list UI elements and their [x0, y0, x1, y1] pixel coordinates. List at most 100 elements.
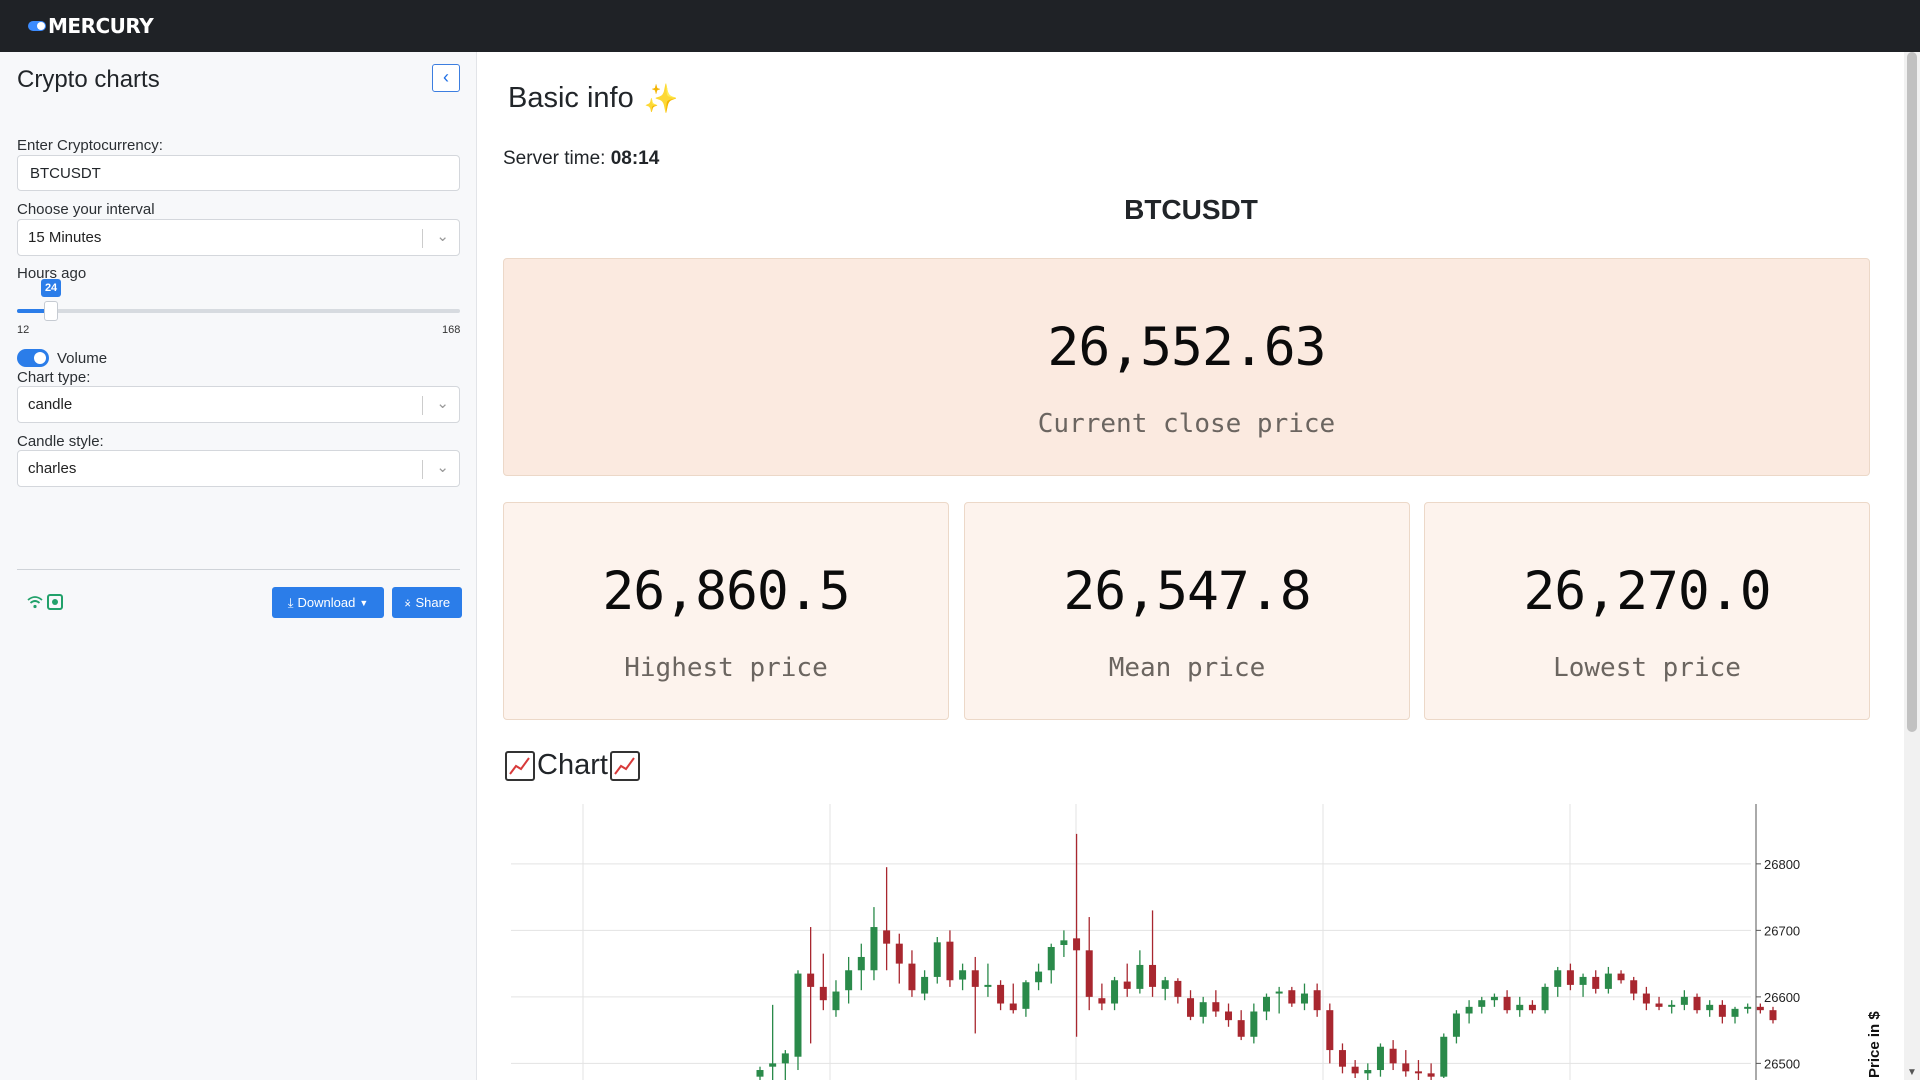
select-divider [422, 396, 423, 415]
interval-select-value: 15 Minutes [28, 229, 102, 246]
candle-body [857, 956, 865, 971]
candle-body [1263, 996, 1270, 1012]
candle-body [1047, 946, 1055, 971]
interval-select[interactable]: 15 Minutes ⌄ [17, 219, 460, 256]
sidebar-title: Crypto charts [17, 66, 160, 93]
y-tick-label: 26500 [1764, 1056, 1800, 1071]
low-price-caption: Lowest price [1553, 653, 1741, 683]
candle-body [1503, 996, 1511, 1011]
symbol-heading: BTCUSDT [1124, 194, 1258, 225]
candle-body [1364, 1070, 1372, 1074]
low-price-card: 26,270.0 Lowest price [1424, 502, 1870, 720]
close-price-value: 26,552.63 [1047, 317, 1326, 378]
candle-body [781, 1053, 789, 1064]
candle-body [1706, 1004, 1714, 1011]
crypto-input[interactable]: BTCUSDT [17, 155, 460, 191]
download-icon: ⤓ [287, 594, 294, 610]
mean-price-caption: Mean price [1108, 653, 1266, 683]
candle-body [1769, 1010, 1777, 1021]
scroll-down-arrow-icon[interactable]: ▼ [1907, 1067, 1917, 1078]
hours-slider-fill [17, 309, 52, 313]
candle-body [1680, 996, 1688, 1005]
candle-body [819, 986, 827, 1001]
candle-body [1225, 1011, 1233, 1021]
candle-body [1756, 1006, 1764, 1011]
brand-logo[interactable]: MERCURY [28, 14, 154, 38]
candle-body [1123, 981, 1131, 989]
candle-body [1136, 964, 1144, 989]
close-price-caption: Current close price [1037, 409, 1336, 439]
candle-body [946, 941, 954, 981]
scrollbar[interactable]: ▼ [1904, 52, 1920, 1080]
candlestick-chart-svg: 26800 26700 26600 26500 Price in $ [511, 804, 1883, 1080]
hours-slider-handle[interactable] [44, 301, 59, 321]
high-price-value: 26,860.5 [602, 561, 850, 622]
toggle-logo-icon [28, 21, 46, 31]
sparkles-icon: ✨ [643, 83, 679, 114]
scrollbar-thumb[interactable] [1907, 52, 1917, 732]
candle-body [1174, 980, 1182, 997]
candle-body [921, 976, 929, 994]
candle-body [1085, 950, 1093, 997]
volume-toggle[interactable] [17, 349, 49, 367]
worker-status-icon [47, 594, 63, 610]
share-button[interactable]: ⨰ Share [392, 587, 462, 618]
candle-body [1199, 1002, 1207, 1017]
candle-body [1617, 973, 1625, 981]
candle-body [1516, 1004, 1524, 1011]
candle-body [1465, 1006, 1473, 1014]
collapse-sidebar-button[interactable]: ‹ [432, 64, 460, 92]
download-button[interactable]: ⤓ Download ▼ [272, 587, 384, 618]
candle-body [1338, 1050, 1346, 1067]
candle-body [1630, 980, 1638, 994]
select-divider [422, 460, 423, 479]
candle-body [1035, 971, 1043, 983]
candle-body [1022, 982, 1030, 1009]
candle-body [1414, 1071, 1422, 1074]
candle-body [1528, 1004, 1536, 1011]
crypto-input-value: BTCUSDT [30, 164, 101, 182]
candle-body [1098, 998, 1106, 1004]
candle-body [1212, 1002, 1220, 1012]
candle-body [1541, 986, 1549, 1011]
volume-label: Volume [57, 350, 108, 367]
candle-body [1073, 938, 1081, 951]
candle-body [1009, 1003, 1017, 1011]
mean-price-card: 26,547.8 Mean price [964, 502, 1410, 720]
candle-body [1744, 1006, 1752, 1009]
chevron-down-icon: ⌄ [436, 395, 449, 412]
hours-slider-max: 168 [442, 324, 461, 336]
candle-body [1604, 973, 1612, 989]
candle-body [1452, 1013, 1460, 1037]
candle-body [1389, 1048, 1397, 1064]
candle-style-label: Candle style: [17, 433, 104, 450]
candle-body [870, 927, 878, 971]
candle-body [1288, 990, 1296, 1004]
candle-body [1427, 1073, 1435, 1077]
chart-type-select[interactable]: candle ⌄ [17, 386, 460, 423]
candle-body [883, 930, 891, 944]
share-icon: ⨰ [403, 594, 412, 610]
candle-body [1187, 998, 1195, 1017]
y-tick-label: 26700 [1764, 923, 1800, 938]
candle-style-select[interactable]: charles ⌄ [17, 450, 460, 487]
candle-body [1693, 996, 1701, 1011]
sidebar: Crypto charts ‹ Enter Cryptocurrency: BT… [0, 52, 477, 1080]
candle-body [1642, 993, 1650, 1004]
candle-body [1376, 1046, 1384, 1071]
candle-body [1718, 1004, 1726, 1017]
sidebar-divider [17, 569, 460, 570]
candlestick-chart: 26800 26700 26600 26500 Price in $ [503, 804, 1893, 1080]
candle-body [794, 973, 802, 1057]
candle-body [1478, 1000, 1486, 1007]
candle-body [1554, 970, 1562, 987]
candle-body [1402, 1063, 1410, 1072]
share-label: Share [415, 595, 451, 610]
chart-type-select-value: candle [28, 396, 73, 413]
interval-label: Choose your interval [17, 201, 155, 218]
candle-body [769, 1063, 777, 1067]
candle-body [971, 970, 979, 987]
chevron-down-icon: ⌄ [436, 228, 449, 245]
candle-body [1161, 980, 1169, 989]
hours-slider-track[interactable] [17, 309, 460, 313]
